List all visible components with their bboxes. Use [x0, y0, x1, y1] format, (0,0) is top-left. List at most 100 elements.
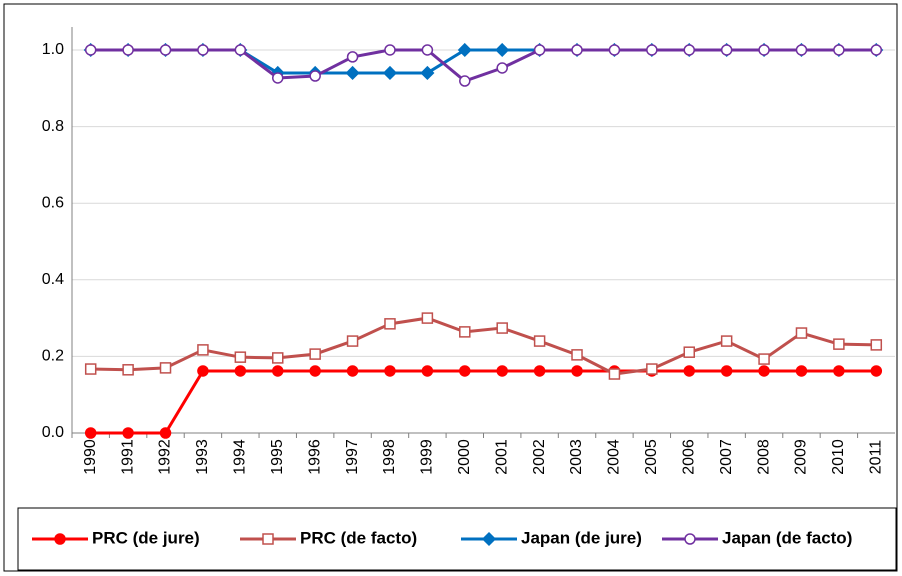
marker [571, 44, 583, 56]
marker [683, 346, 695, 358]
marker [795, 365, 808, 377]
marker [720, 335, 733, 347]
marker [384, 44, 396, 56]
marker [197, 344, 209, 356]
marker [683, 365, 695, 377]
marker [758, 44, 770, 56]
marker [646, 44, 658, 56]
marker [197, 365, 209, 377]
marker [384, 318, 396, 330]
marker [495, 42, 510, 58]
x-tick-label: 1998 [381, 439, 398, 475]
marker [496, 322, 508, 334]
marker [272, 72, 284, 84]
marker [833, 365, 845, 377]
y-tick-label: 0.4 [42, 271, 64, 288]
x-tick-label: 1995 [269, 439, 286, 475]
marker [608, 368, 621, 380]
marker [870, 44, 883, 56]
marker [833, 44, 845, 56]
x-tick-label: 1999 [419, 439, 436, 475]
x-tick-label: 2002 [531, 439, 548, 475]
marker [421, 44, 434, 56]
x-tick-label: 2011 [868, 440, 885, 475]
y-tick-label: 1.0 [42, 41, 64, 58]
marker [457, 42, 472, 58]
marker [346, 335, 359, 347]
legend-marker [481, 531, 497, 547]
marker [272, 365, 284, 377]
marker [795, 327, 808, 339]
marker [533, 365, 546, 377]
marker [758, 365, 770, 377]
series-line [90, 316, 877, 376]
x-tick-label: 2010 [830, 439, 847, 475]
y-tick-label: 0.0 [42, 424, 64, 441]
marker [496, 62, 508, 74]
x-tick-label: 2000 [456, 439, 473, 475]
marker [84, 363, 97, 375]
marker [309, 348, 321, 360]
marker [159, 44, 172, 56]
legend-marker [684, 533, 696, 545]
marker [496, 365, 508, 377]
marker [571, 365, 583, 377]
y-tick-label: 0.2 [42, 348, 64, 365]
marker [646, 363, 658, 375]
x-tick-label: 1994 [232, 439, 249, 475]
legend-box [17, 507, 897, 571]
marker [159, 427, 172, 439]
x-tick-label: 1993 [194, 439, 211, 475]
legend-label: PRC (de jure) [92, 528, 200, 547]
chart-border [3, 3, 898, 572]
legend-label: Japan (de jure) [521, 528, 642, 547]
marker [234, 351, 247, 363]
x-tick-label: 1997 [344, 439, 361, 475]
x-tick-label: 2005 [643, 439, 660, 475]
marker [309, 70, 321, 82]
marker [421, 365, 434, 377]
x-tick-label: 1996 [306, 439, 323, 475]
marker [795, 44, 808, 56]
x-tick-label: 2006 [680, 439, 697, 475]
x-tick-label: 2008 [755, 439, 772, 475]
marker [122, 364, 134, 376]
marker [345, 65, 360, 81]
marker [382, 65, 398, 81]
marker [84, 427, 97, 439]
x-tick-label: 1992 [157, 439, 174, 475]
marker [459, 365, 471, 377]
legend-marker [262, 533, 274, 545]
marker [683, 44, 695, 56]
marker [870, 365, 883, 377]
x-tick-label: 1991 [119, 439, 136, 475]
y-tick-label: 0.6 [42, 194, 64, 211]
marker [234, 365, 247, 377]
legend-label: PRC (de facto) [300, 528, 417, 547]
x-tick-label: 1990 [82, 439, 99, 475]
marker [272, 352, 284, 364]
marker [533, 335, 546, 347]
x-tick-label: 2007 [718, 439, 735, 475]
marker [420, 65, 435, 81]
x-tick-label: 2003 [568, 439, 585, 475]
y-tick-label: 0.8 [42, 118, 64, 135]
x-tick-label: 2009 [793, 439, 810, 475]
marker [720, 365, 733, 377]
marker [84, 44, 97, 56]
marker [122, 44, 134, 56]
marker [346, 51, 359, 63]
marker [608, 44, 621, 56]
legend-marker [54, 533, 66, 545]
x-tick-label: 2001 [493, 439, 510, 475]
marker [758, 353, 770, 365]
marker [459, 326, 471, 338]
marker [571, 349, 583, 361]
marker [720, 44, 733, 56]
x-tick-label: 2004 [606, 439, 623, 475]
marker [870, 339, 883, 351]
marker [197, 44, 209, 56]
marker [122, 427, 134, 439]
